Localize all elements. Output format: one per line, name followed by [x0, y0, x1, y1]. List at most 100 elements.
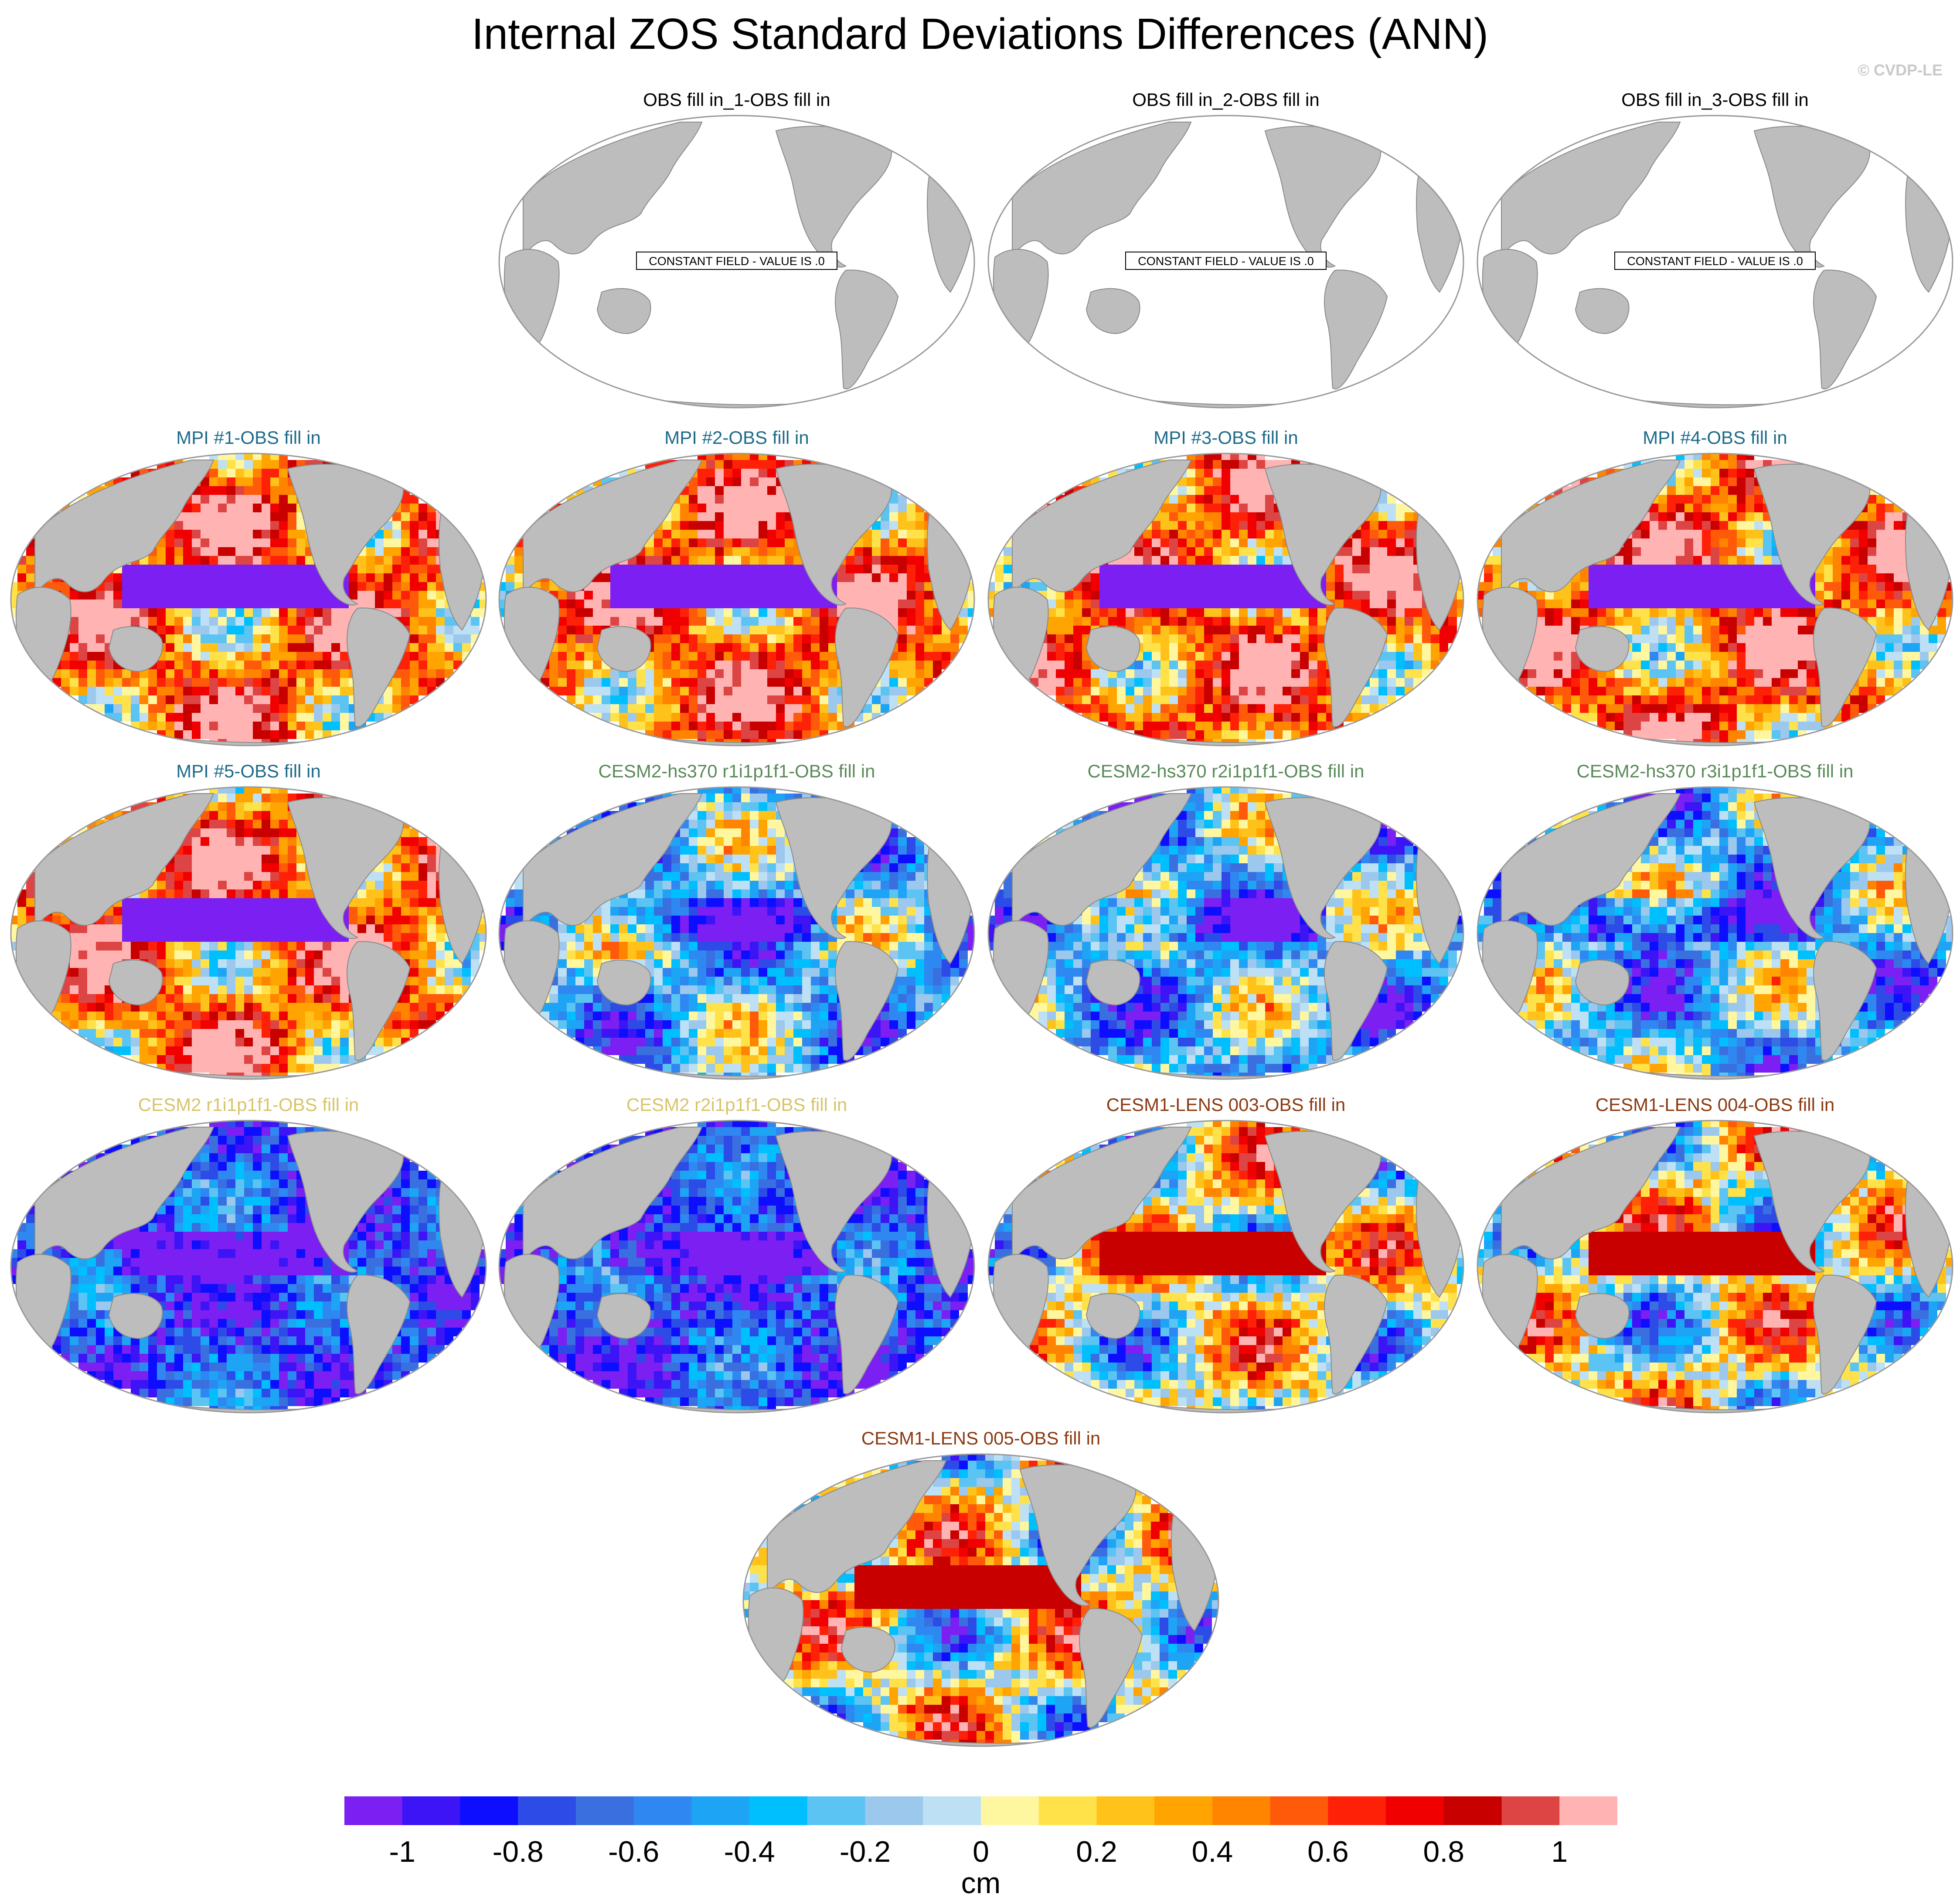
map-panel: CESM1-LENS 005-OBS fill in — [741, 1426, 1221, 1755]
colorbar-swatch — [1559, 1796, 1618, 1825]
world-map: CONSTANT FIELD - VALUE IS .0 — [498, 115, 975, 409]
world-map — [1477, 1120, 1953, 1414]
land-mass — [1085, 288, 1140, 334]
land-mass — [1012, 460, 1192, 597]
map-outline — [498, 453, 975, 746]
colorbar-swatches — [344, 1796, 1618, 1825]
map-outline — [10, 786, 487, 1080]
panel-title: CESM2 r2i1p1f1-OBS fill in — [626, 1094, 847, 1115]
panel-title: MPI #1-OBS fill in — [176, 427, 321, 448]
colorbar-swatch — [981, 1796, 1039, 1825]
land-mass — [1501, 460, 1681, 597]
world-map — [987, 453, 1464, 746]
colorbar-swatch — [633, 1796, 692, 1825]
world-map — [498, 1120, 975, 1414]
map-panel: MPI #1-OBS fill in — [9, 425, 488, 754]
colorbar-swatch — [865, 1796, 923, 1825]
land-mass — [1012, 1127, 1192, 1264]
map-outline — [1477, 786, 1953, 1080]
colorbar-swatch — [923, 1796, 981, 1825]
constant-field-label: CONSTANT FIELD - VALUE IS .0 — [1138, 255, 1314, 268]
land-mass — [1880, 126, 1917, 157]
land-mass — [596, 959, 651, 1006]
land-mass — [1085, 626, 1140, 672]
map-panel: CESM1-LENS 004-OBS fill in — [1475, 1092, 1955, 1421]
credit-watermark: © CVDP-LE — [1858, 61, 1943, 79]
land-mass — [108, 1293, 163, 1339]
land-mass — [1324, 941, 1388, 1061]
colorbar-swatch — [749, 1796, 808, 1825]
colorbar-tick-label: -1 — [389, 1835, 415, 1868]
constant-field-box — [636, 252, 837, 270]
panel-title: MPI #5-OBS fill in — [176, 761, 321, 781]
land-mass — [835, 607, 899, 727]
colorbar-swatch — [1443, 1796, 1502, 1825]
colorbar-tick-label: 0.8 — [1423, 1835, 1465, 1868]
colorbar-tick-label: 0.4 — [1191, 1835, 1233, 1868]
map-panel: CESM2-hs370 r1i1p1f1-OBS fill in — [497, 759, 977, 1088]
panel-title: MPI #4-OBS fill in — [1643, 427, 1787, 448]
world-map: CONSTANT FIELD - VALUE IS .0 — [1477, 115, 1953, 409]
land-mass — [596, 288, 651, 334]
land-mass — [1575, 288, 1630, 334]
map-outline — [742, 1453, 1219, 1747]
colorbar-tick-label: -0.2 — [839, 1835, 891, 1868]
colorbar-swatch — [1154, 1796, 1213, 1825]
land-mass — [1324, 269, 1388, 389]
world-map — [498, 453, 975, 746]
land-mass — [1079, 1608, 1143, 1728]
colorbar-swatch — [1096, 1796, 1155, 1825]
colorbar-swatch — [460, 1796, 518, 1825]
land-mass — [523, 1127, 703, 1264]
land-mass — [108, 626, 163, 672]
map-panel: MPI #5-OBS fill in — [9, 759, 488, 1088]
land-mass — [840, 1626, 895, 1673]
land-mass — [413, 1131, 450, 1162]
colorbar-swatch — [518, 1796, 576, 1825]
land-mass — [347, 1274, 411, 1394]
constant-field-label: CONSTANT FIELD - VALUE IS .0 — [649, 255, 825, 268]
world-map — [742, 1453, 1219, 1747]
map-outline — [1477, 115, 1953, 409]
land-mass — [596, 1293, 651, 1339]
land-mass — [523, 793, 703, 930]
land-mass — [1391, 463, 1428, 494]
world-map: CONSTANT FIELD - VALUE IS .0 — [987, 115, 1464, 409]
map-outline — [498, 786, 975, 1080]
map-panel: MPI #3-OBS fill in — [986, 425, 1466, 754]
land-mass — [1575, 1293, 1630, 1339]
land-mass — [523, 460, 703, 597]
land-mass — [413, 463, 450, 494]
map-outline — [987, 453, 1464, 746]
land-mass — [902, 1131, 939, 1162]
land-mass — [34, 1127, 214, 1264]
map-panel: OBS fill in_1-OBS fill in CONSTANT FIELD … — [497, 87, 977, 416]
colorbar-tick-label: -0.6 — [608, 1835, 660, 1868]
colorbar-units: cm — [961, 1867, 1001, 1900]
panel-title: CESM2-hs370 r1i1p1f1-OBS fill in — [598, 761, 875, 781]
land-mass — [902, 797, 939, 828]
land-mass — [1391, 797, 1428, 828]
land-mass — [1146, 1464, 1183, 1495]
panel-title: CESM1-LENS 003-OBS fill in — [1106, 1094, 1346, 1115]
colorbar-swatch — [344, 1796, 403, 1825]
land-mass — [835, 269, 899, 389]
colorbar-tick-label: 1 — [1551, 1835, 1568, 1868]
land-mass — [1501, 122, 1681, 259]
land-mass — [1391, 1131, 1428, 1162]
colorbar-swatch — [402, 1796, 460, 1825]
land-mass — [34, 793, 214, 930]
colorbar-swatch — [575, 1796, 634, 1825]
map-outline — [1477, 1120, 1953, 1414]
map-panel: OBS fill in_3-OBS fill in CONSTANT FIELD … — [1475, 87, 1955, 416]
colorbar-swatch — [1386, 1796, 1444, 1825]
land-mass — [1880, 463, 1917, 494]
colorbar-tick-label: 0 — [973, 1835, 989, 1868]
colorbar-swatch — [807, 1796, 866, 1825]
land-mass — [1012, 122, 1192, 259]
constant-field-box — [1125, 252, 1327, 270]
world-map — [10, 453, 487, 746]
land-mass — [1880, 797, 1917, 828]
map-panel: CESM2-hs370 r2i1p1f1-OBS fill in — [986, 759, 1466, 1088]
colorbar-swatch — [691, 1796, 750, 1825]
